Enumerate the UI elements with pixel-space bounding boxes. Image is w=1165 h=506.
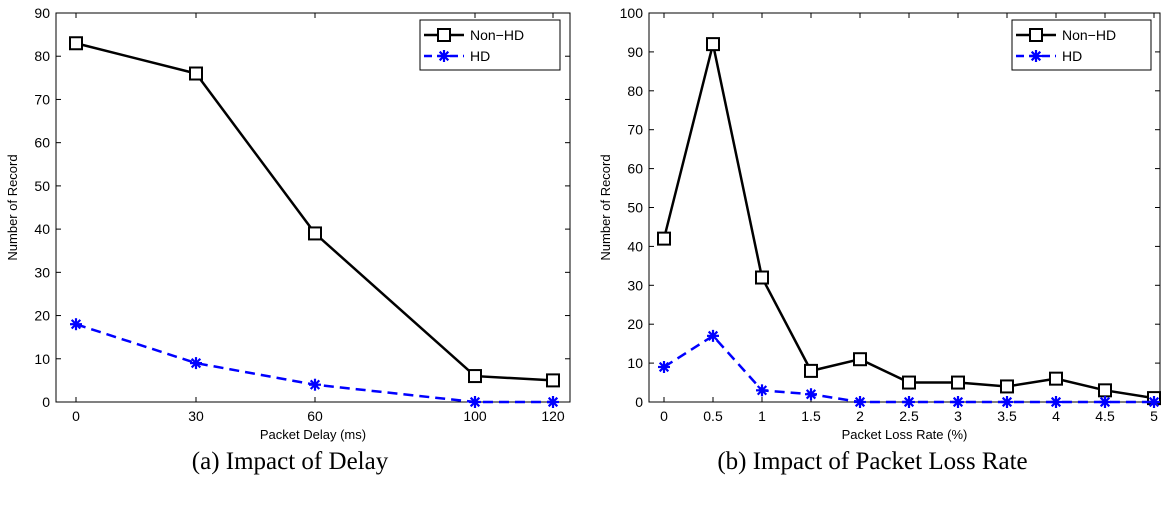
y-tick-label: 50 (34, 178, 50, 194)
x-axis-label: Packet Loss Rate (%) (842, 427, 968, 442)
y-tick-label: 90 (34, 5, 50, 21)
chart-panel-loss: 0 10 20 30 40 50 60 70 80 90 100 0 0.5 1 1.5 2 2.5 3 3.5 4 4… (580, 0, 1165, 506)
data-point-non-hd (468, 369, 482, 384)
y-tick-label: 20 (34, 308, 50, 324)
y-axis-label: Number of Record (598, 154, 613, 260)
series-line-non-hd (662, 43, 1155, 400)
data-point-non-hd (853, 352, 867, 367)
legend-label: HD (470, 48, 490, 64)
data-point-hd (903, 396, 915, 408)
data-point-non-hd (1049, 371, 1063, 386)
data-point-hd (469, 396, 481, 408)
plot-frame (55, 12, 571, 403)
x-tick-label: 1 (758, 408, 766, 424)
x-tick-label: 2.5 (899, 408, 919, 424)
data-point-non-hd (1098, 383, 1112, 398)
x-axis-label: Packet Delay (ms) (260, 427, 366, 442)
x-tick-label: 0.5 (703, 408, 723, 424)
data-point-non-hd (804, 363, 818, 378)
data-point-hd (756, 384, 768, 397)
legend-marker (438, 50, 450, 62)
data-point-hd (547, 396, 559, 408)
data-point-non-hd (706, 37, 720, 52)
y-tick-label: 50 (627, 200, 643, 216)
y-tick-label: 60 (34, 135, 50, 151)
data-point-hd (707, 329, 719, 342)
x-tick-label: 0 (660, 408, 668, 424)
y-tick-label: 70 (627, 122, 643, 138)
y-tick-label: 20 (627, 316, 643, 332)
x-tick-label: 0 (72, 408, 80, 424)
x-tick-label: 2 (856, 408, 864, 424)
legend-marker (437, 28, 451, 42)
data-point-hd (805, 388, 817, 401)
chart-panel-delay: 0 10 20 30 40 50 60 70 80 90 0 30 60 100 120 Packet Del… (0, 0, 580, 506)
y-tick-label: 10 (34, 351, 50, 367)
caption-loss: (b) Impact of Packet Loss Rate (717, 448, 1028, 475)
y-tick-label: 40 (34, 221, 50, 237)
y-tick-label: 90 (627, 44, 643, 60)
y-tick-label: 0 (635, 394, 643, 410)
y-axis-label: Number of Record (5, 154, 20, 260)
y-tick-label: 80 (627, 83, 643, 99)
series-line-non-hd (75, 42, 554, 382)
series-line-hd (663, 334, 1154, 404)
data-point-hd (1099, 396, 1111, 408)
x-tick-label: 4.5 (1095, 408, 1115, 424)
data-point-non-hd (189, 66, 203, 81)
y-tick-label: 40 (627, 238, 643, 254)
y-tick-label: 10 (627, 355, 643, 371)
x-tick-label: 4 (1052, 408, 1060, 424)
y-tick-label: 30 (34, 264, 50, 280)
data-point-hd (1001, 396, 1013, 408)
x-tick-label: 3.5 (997, 408, 1017, 424)
data-point-hd (70, 318, 82, 331)
legend-label: Non−HD (470, 27, 524, 43)
x-tick-label: 60 (307, 408, 323, 424)
y-tick-label: 80 (34, 48, 50, 64)
data-point-hd (952, 396, 964, 408)
legend-marker (1030, 50, 1042, 62)
delay-chart: 0 10 20 30 40 50 60 70 80 90 0 30 60 100 120 Packet Del… (5, 5, 571, 442)
data-point-hd (1050, 396, 1062, 408)
x-tick-label: 1.5 (801, 408, 821, 424)
y-tick-label: 100 (620, 5, 644, 21)
data-point-hd (658, 360, 670, 373)
y-tick-label: 70 (34, 91, 50, 107)
data-point-non-hd (755, 270, 769, 285)
legend-label: HD (1062, 48, 1082, 64)
data-point-non-hd (546, 373, 560, 388)
x-tick-label: 120 (541, 408, 565, 424)
y-tick-label: 0 (42, 394, 50, 410)
data-point-hd (190, 357, 202, 370)
data-point-non-hd (657, 231, 671, 246)
x-tick-label: 5 (1150, 408, 1158, 424)
data-point-non-hd (69, 36, 83, 51)
caption-delay: (a) Impact of Delay (191, 448, 389, 475)
legend-label: Non−HD (1062, 27, 1116, 43)
data-point-hd (1148, 396, 1160, 408)
data-point-non-hd (902, 375, 916, 390)
plot-frame (648, 12, 1161, 403)
y-tick-label: 30 (627, 277, 643, 293)
x-tick-label: 100 (463, 408, 487, 424)
data-point-hd (854, 396, 866, 408)
data-point-non-hd (308, 226, 322, 241)
loss-chart: 0 10 20 30 40 50 60 70 80 90 100 0 0.5 1 1.5 2 2.5 3 3.5 4 4… (598, 5, 1161, 442)
x-tick-label: 3 (954, 408, 962, 424)
data-point-non-hd (951, 375, 965, 390)
x-tick-label: 30 (188, 408, 204, 424)
data-point-non-hd (1000, 379, 1014, 394)
legend-marker (1029, 28, 1043, 42)
data-point-hd (309, 378, 321, 391)
y-tick-label: 60 (627, 161, 643, 177)
